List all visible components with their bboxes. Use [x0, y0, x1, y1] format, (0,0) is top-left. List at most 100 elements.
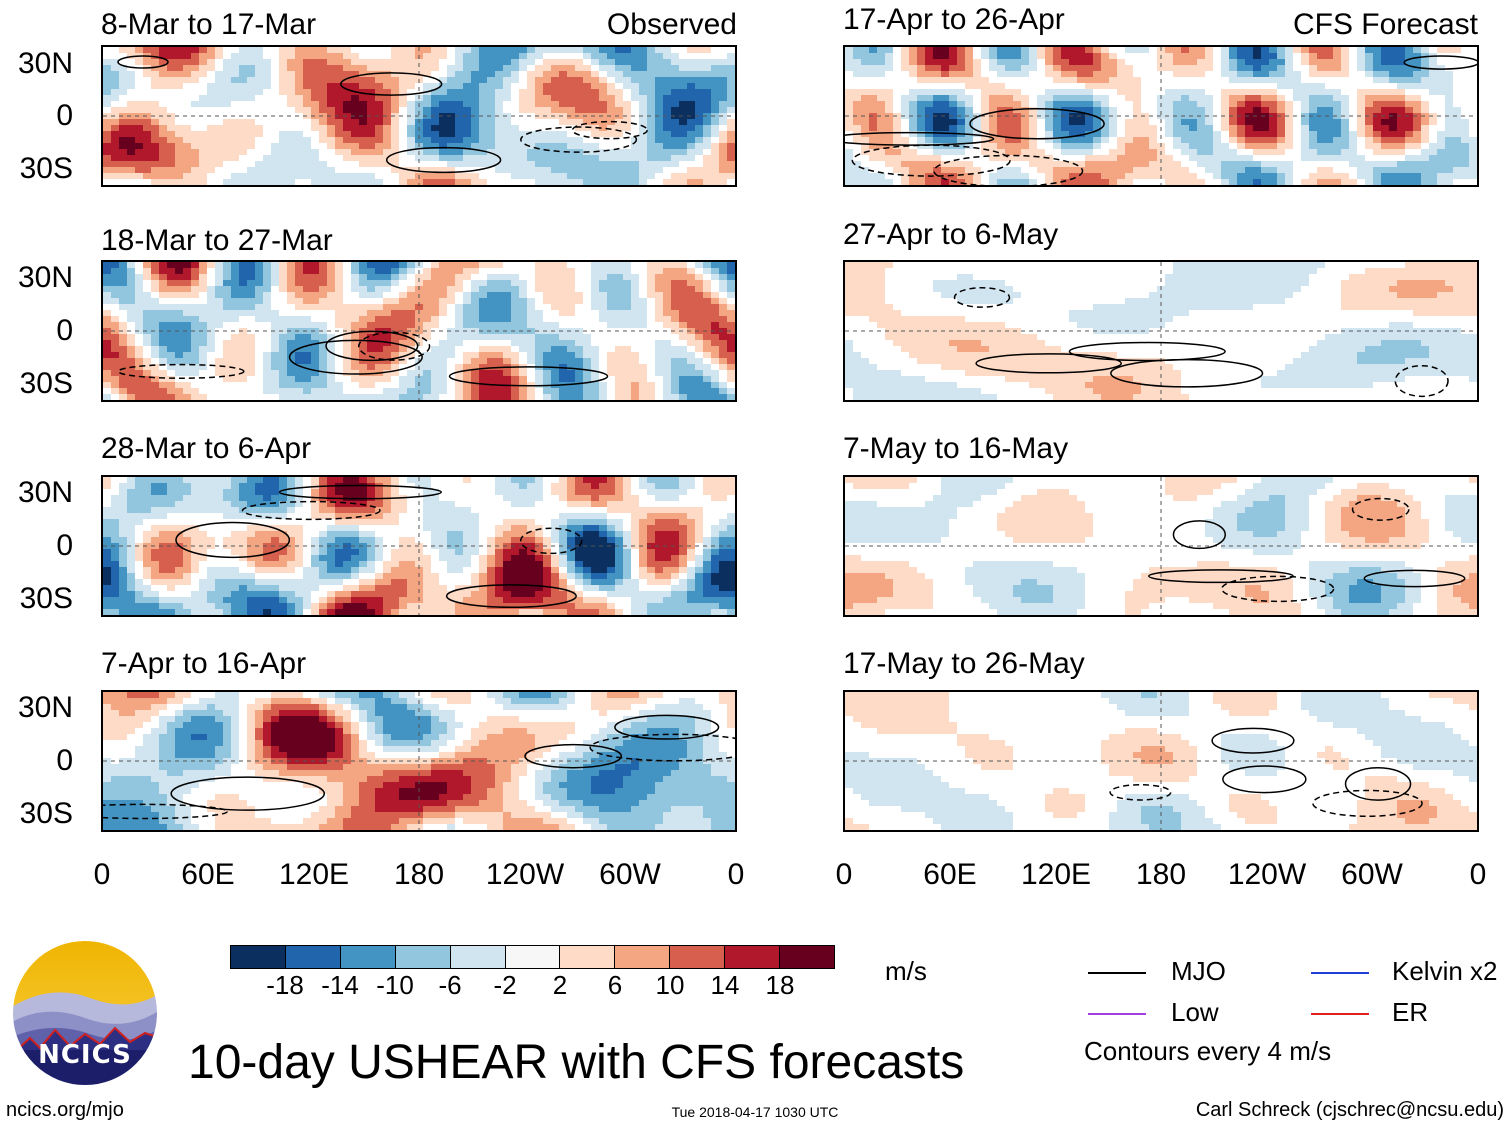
- shear-field: [103, 477, 735, 615]
- legend-label-mjo: MJO: [1171, 956, 1226, 986]
- mjo-contour: [1068, 341, 1226, 362]
- lon-label: 120W: [485, 858, 565, 891]
- lon-label: 0: [93, 858, 111, 891]
- mjo-contour: [1394, 364, 1449, 398]
- mjo-contour: [340, 72, 443, 96]
- lat-label-30n: 30N: [17, 476, 73, 509]
- mjo-contour: [953, 286, 1011, 308]
- legend-line-kelvin: [1311, 972, 1369, 974]
- colorbar-swatch: [559, 946, 615, 968]
- shear-field: [103, 262, 735, 400]
- lon-label: 120E: [278, 858, 350, 891]
- observed-panel-4-title: 7-Apr to 16-Apr: [101, 647, 307, 680]
- lat-label-30s: 30S: [19, 152, 73, 185]
- colorbar-tick-label: -2: [493, 970, 517, 1000]
- mjo-contour: [1363, 569, 1466, 588]
- lat-label-30n: 30N: [17, 261, 73, 294]
- observed-panel-1-title: 8-Mar to 17-Mar: [101, 8, 317, 41]
- colorbar-swatch: [394, 946, 450, 968]
- lon-label: 0: [1469, 858, 1487, 891]
- shear-field: [845, 47, 1477, 185]
- lat-label-eq: 0: [56, 744, 73, 777]
- colorbar-tick-label: 18: [765, 970, 795, 1000]
- lat-label-eq: 0: [56, 99, 73, 132]
- mjo-contour: [175, 521, 291, 559]
- lat-label-30s: 30S: [19, 797, 73, 830]
- colorbar-tick-label: 10: [655, 970, 685, 1000]
- observed-panel-2-title: 18-Mar to 27-Mar: [101, 224, 333, 257]
- mjo-contour: [445, 584, 577, 609]
- mjo-contour: [975, 353, 1122, 374]
- colorbar-swatch: [669, 946, 725, 968]
- mjo-contour: [969, 108, 1105, 140]
- mjo-contour: [1222, 765, 1307, 794]
- forecast-panel-4-map: [843, 690, 1479, 832]
- colorbar-units: m/s: [885, 956, 927, 986]
- mjo-contour: [519, 527, 583, 555]
- mjo-contour: [524, 743, 623, 769]
- forecast-panel-3-title: 7-May to 16-May: [843, 432, 1069, 465]
- lon-label: 180: [1135, 858, 1187, 891]
- mjo-contour: [571, 120, 648, 140]
- main-title: 10-day USHEAR with CFS forecasts: [188, 1036, 965, 1089]
- mjo-contour: [1211, 727, 1295, 754]
- legend-line-low: [1088, 1013, 1146, 1015]
- mjo-contour: [589, 733, 735, 762]
- lon-label: 0: [727, 858, 745, 891]
- mjo-contour: [385, 146, 502, 174]
- colorbar-swatch: [504, 946, 560, 968]
- colorbar-swatch: [231, 946, 285, 968]
- lon-label: 120E: [1020, 858, 1092, 891]
- lat-label-30n: 30N: [17, 47, 73, 80]
- forecast-panel-2-title: 27-Apr to 6-May: [843, 218, 1059, 251]
- colorbar-tick-label: -6: [438, 970, 462, 1000]
- colorbar-tick-label: 2: [552, 970, 568, 1000]
- ncics-logo: NCICS: [10, 938, 160, 1088]
- legend-label-kelvin: Kelvin x2: [1392, 956, 1498, 986]
- mjo-contour: [845, 131, 995, 146]
- colorbar-swatch: [339, 946, 395, 968]
- colorbar-tick-label: -18: [266, 970, 304, 1000]
- footer-timestamp: Tue 2018-04-17 1030 UTC: [671, 1104, 839, 1120]
- logo-text: NCICS: [38, 1040, 132, 1070]
- mjo-contour: [1403, 55, 1477, 70]
- mjo-contour: [520, 126, 638, 153]
- observed-panel-2-map: [101, 260, 737, 402]
- mjo-contour: [288, 339, 423, 375]
- lon-label: 120W: [1227, 858, 1307, 891]
- lon-label: 180: [393, 858, 445, 891]
- lon-label: 60E: [923, 858, 977, 891]
- footer-url[interactable]: ncics.org/mjo: [6, 1099, 124, 1121]
- colorbar-tick-label: 14: [710, 970, 740, 1000]
- colorbar-swatch: [284, 946, 340, 968]
- lat-label-30s: 30S: [19, 367, 73, 400]
- shear-field: [845, 692, 1477, 830]
- mjo-contour: [358, 331, 431, 361]
- observed-panel-4-map: [101, 690, 737, 832]
- ncics-logo-graphic: [11, 939, 159, 1087]
- mjo-contour: [241, 500, 381, 521]
- shear-field: [845, 262, 1477, 400]
- legend-note: Contours every 4 m/s: [1084, 1036, 1332, 1066]
- mjo-contour: [117, 55, 169, 69]
- colorbar: [230, 945, 835, 969]
- observed-panel-1-map: [101, 45, 737, 187]
- forecast-panel-1-title: 17-Apr to 26-Apr: [843, 3, 1065, 36]
- shear-field: [845, 477, 1477, 615]
- mjo-contour: [851, 144, 1011, 177]
- legend-line-er: [1311, 1013, 1369, 1015]
- forecast-panel-3-map: [843, 475, 1479, 617]
- mjo-contour: [1312, 789, 1423, 818]
- observed-panel-3-title: 28-Mar to 6-Apr: [101, 432, 312, 465]
- colorbar-tick-label: 6: [607, 970, 623, 1000]
- mjo-contour: [614, 714, 720, 740]
- colorbar-fill: [231, 946, 834, 968]
- shear-field: [103, 47, 735, 185]
- legend-label-low: Low: [1171, 997, 1219, 1027]
- colorbar-swatch: [614, 946, 670, 968]
- legend-label-er: ER: [1392, 997, 1429, 1027]
- mjo-contour: [278, 484, 442, 500]
- colorbar-swatch: [779, 946, 834, 968]
- lat-label-30n: 30N: [17, 691, 73, 724]
- lat-label-eq: 0: [56, 314, 73, 347]
